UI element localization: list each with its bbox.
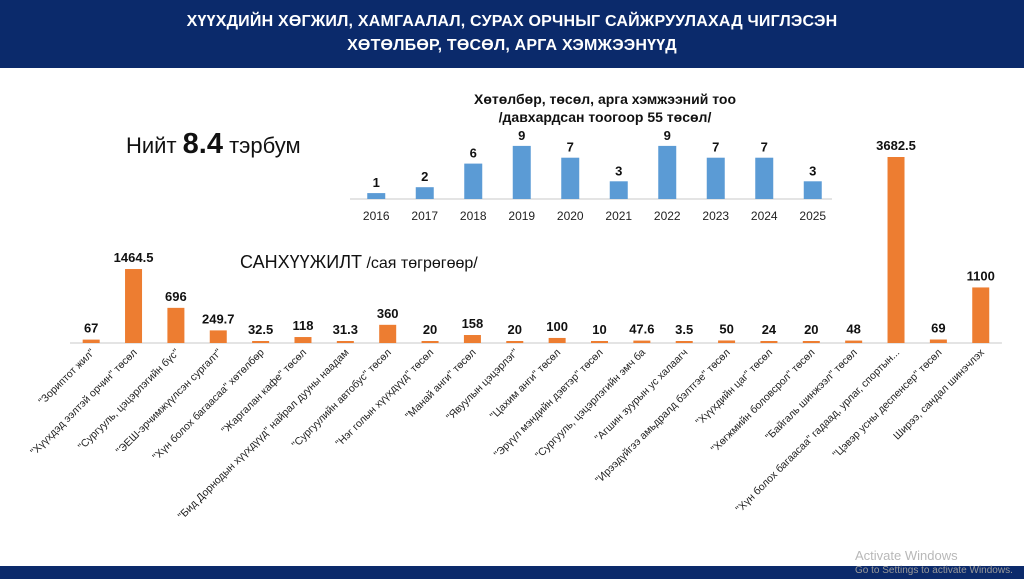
financing-data-label: 24 [762,322,777,337]
financing-data-label: 20 [423,322,437,337]
inset-year-tick-label: 2016 [363,209,390,223]
financing-bar [760,341,778,343]
inset-bar [803,181,822,199]
financing-data-label: 100 [546,319,568,334]
financing-bar [82,339,100,343]
financing-bar [125,269,143,343]
financing-bar [591,341,608,343]
financing-data-label: 249.7 [202,311,235,326]
financing-data-label: 48 [846,322,860,337]
financing-bar [802,341,820,343]
inset-bar [706,157,725,199]
inset-title-line2: /давхардсан тоогоор 55 төсөл/ [498,109,712,125]
financing-bar [379,324,397,343]
inset-bar [512,145,531,199]
financing-bar [294,337,312,343]
inset-data-label: 7 [567,140,574,155]
financing-bar [167,307,185,343]
financing-data-label: 20 [508,322,522,337]
financing-unit: /сая төгрөгөөр/ [362,255,478,272]
financing-bar [845,340,863,343]
financing-data-label: 69 [931,321,945,336]
financing-bar [633,340,651,343]
financing-category-label: "Явуулын цэцэрлэг" [444,346,521,423]
inset-bar [464,163,483,199]
financing-bar [929,339,947,343]
financing-bar [972,287,990,343]
financing-category-label: "Хүн болох багаасаа" гадаад, урлаг, спор… [734,347,903,516]
financing-category-label: "Жаргалан кафе" төсөл [219,347,309,437]
total-amount: Нийт 8.4 тэрбум [126,128,301,161]
inset-data-label: 7 [761,140,768,155]
financing-data-label: 696 [165,289,187,304]
financing-data-label: 3682.5 [876,138,916,153]
inset-data-label: 2 [421,169,428,184]
financing-title: САНХҮҮЖИЛТ /сая төгрөгөөр/ [240,252,478,273]
financing-data-label: 20 [804,322,818,337]
financing-data-label: 3.5 [675,322,693,337]
financing-data-label: 31.3 [333,322,358,337]
financing-data-label: 10 [592,322,606,337]
financing-category-label: "Манай анги" төсөл [403,347,478,422]
financing-data-label: 47.6 [629,322,654,337]
inset-data-label: 9 [664,128,671,143]
inset-bar [658,145,677,199]
inset-bar [609,181,628,199]
activate-windows-watermark: Activate Windows [855,548,958,563]
financing-data-label: 50 [719,321,733,336]
financing-data-label: 1464.5 [114,250,154,265]
financing-data-label: 360 [377,306,399,321]
inset-year-tick-label: 2024 [751,209,778,223]
financing-data-label: 1100 [967,268,995,283]
financing-category-label: "Хүүхдийн цаг" төсөл [694,347,775,428]
inset-data-label: 1 [373,175,380,190]
inset-year-tick-label: 2023 [702,209,729,223]
financing-bar [675,341,693,343]
inset-data-label: 3 [615,163,622,178]
financing-data-label: 32.5 [248,322,273,337]
financing-bar [209,330,227,343]
inset-bar [561,157,580,199]
financing-bar [506,341,524,343]
inset-title-line1: Хөтөлбөр, төсөл, арга хэмжээний тоо [473,91,737,107]
inset-bar [755,157,774,199]
activate-windows-hint: Go to Settings to activate Windows. [855,565,1013,576]
financing-bar [336,341,354,343]
inset-year-tick-label: 2020 [557,209,584,223]
header-title-line2: ХӨТӨЛБӨР, ТӨСӨЛ, АРГА ХЭМЖЭЭНҮҮД [347,37,677,54]
total-prefix: Нийт [126,133,183,158]
financing-data-label: 118 [292,318,313,333]
inset-year-tick-label: 2019 [508,209,535,223]
inset-bar [415,187,434,199]
financing-bar [887,157,905,343]
inset-year-tick-label: 2017 [411,209,438,223]
header-title-line1: ХҮҮХДИЙН ХӨГЖИЛ, ХАМГААЛАЛ, СУРАХ ОРЧНЫГ… [186,13,838,30]
total-value: 8.4 [182,128,223,160]
financing-bar [548,337,566,343]
financing-category-label: "Цахим анги" төсөл [488,347,563,422]
inset-data-label: 9 [518,128,525,143]
financing-title-text: САНХҮҮЖИЛТ [240,252,363,272]
financing-category-label: Ширээ, сандал шинэчлэх [891,346,987,442]
inset-year-tick-label: 2018 [460,209,487,223]
financing-bar [718,340,736,343]
inset-data-label: 3 [809,163,816,178]
header-banner: ХҮҮХДИЙН ХӨГЖИЛ, ХАМГААЛАЛ, СУРАХ ОРЧНЫГ… [0,0,1024,68]
inset-bar [367,193,386,199]
inset-year-tick-label: 2021 [605,209,632,223]
financing-bar [252,341,270,343]
financing-data-label: 158 [462,316,484,331]
financing-bar [421,341,439,343]
total-suffix: тэрбум [222,133,301,158]
inset-data-label: 6 [470,146,477,161]
financing-bar [463,335,481,343]
inset-data-label: 7 [712,140,719,155]
financing-data-label: 67 [84,321,98,336]
inset-year-tick-label: 2022 [654,209,681,223]
inset-year-tick-label: 2025 [799,209,826,223]
footer-bar [0,566,1024,579]
